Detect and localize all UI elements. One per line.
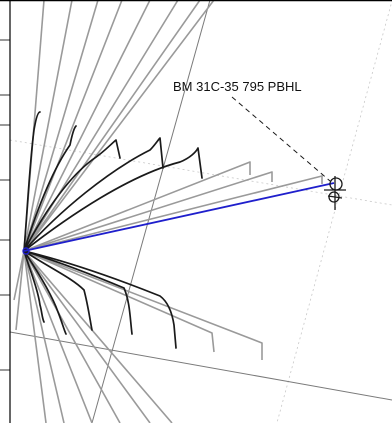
offset-wellpath-recent[interactable] bbox=[23, 137, 164, 252]
recent-offset-wellpaths bbox=[23, 111, 203, 349]
grid-line bbox=[276, 0, 392, 423]
offset-wellpath[interactable] bbox=[23, 171, 273, 252]
offset-wellpath[interactable] bbox=[13, 250, 25, 301]
offset-wellpath[interactable] bbox=[23, 175, 323, 252]
offset-wellpath[interactable] bbox=[15, 250, 25, 331]
offset-wellpath[interactable] bbox=[23, 0, 99, 252]
offset-wellpath[interactable] bbox=[23, 161, 251, 252]
offset-wellpath[interactable] bbox=[23, 0, 201, 252]
surface-location-icon[interactable] bbox=[22, 247, 30, 255]
offset-wellpath-recent[interactable] bbox=[23, 139, 121, 252]
offset-wellpath[interactable] bbox=[23, 250, 93, 423]
boundary-line bbox=[9, 331, 392, 401]
offset-wellpath[interactable] bbox=[23, 250, 215, 353]
offset-wellpath[interactable] bbox=[23, 250, 47, 423]
offset-wellpath[interactable] bbox=[23, 0, 123, 252]
offset-wellpath-recent[interactable] bbox=[23, 147, 203, 252]
selected-wellpath[interactable] bbox=[23, 182, 335, 252]
offset-wellpaths bbox=[13, 0, 323, 423]
offset-wellpath[interactable] bbox=[23, 250, 151, 423]
offset-wellpath[interactable] bbox=[23, 250, 263, 360]
offset-wellpath[interactable] bbox=[23, 0, 179, 252]
selected-wellpath-group bbox=[22, 182, 335, 255]
offset-wellpath[interactable] bbox=[23, 250, 173, 423]
offset-wellpath-recent[interactable] bbox=[23, 125, 77, 252]
offset-wellpath[interactable] bbox=[23, 0, 215, 252]
boundary-line bbox=[91, 0, 211, 423]
annotation-leader-line bbox=[231, 96, 331, 182]
offset-wellpath-recent[interactable] bbox=[23, 250, 45, 323]
offset-wellpath-recent[interactable] bbox=[23, 250, 133, 335]
offset-wellpath-recent[interactable] bbox=[23, 111, 41, 252]
offset-wellpath[interactable] bbox=[23, 0, 151, 252]
grid-lines bbox=[9, 0, 392, 423]
offset-wellpath[interactable] bbox=[23, 0, 73, 252]
pbhl-annotation-label[interactable]: BM 31C-35 795 PBHL bbox=[173, 79, 302, 94]
offset-wellpath-recent[interactable] bbox=[23, 250, 67, 335]
left-ruler bbox=[0, 39, 10, 371]
target-crosshair-icon[interactable] bbox=[324, 176, 346, 210]
offset-wellpath-recent[interactable] bbox=[23, 250, 93, 331]
offset-wellpath[interactable] bbox=[23, 250, 121, 423]
offset-wellpath-recent[interactable] bbox=[23, 250, 177, 349]
offset-wellpath[interactable] bbox=[23, 250, 65, 423]
